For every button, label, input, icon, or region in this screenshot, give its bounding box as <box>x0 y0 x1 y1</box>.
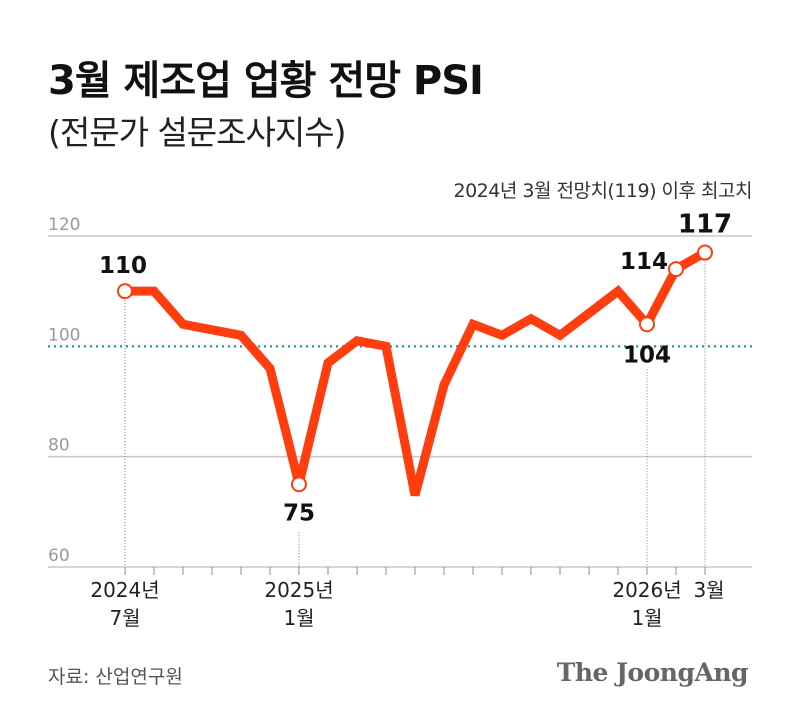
source-text: 자료: 산업연구원 <box>48 666 183 688</box>
data-point <box>697 244 713 261</box>
chart-title: 3월 제조업 업황 전망 PSI <box>48 58 484 104</box>
data-point <box>668 261 684 278</box>
chart-note: 2024년 3월 전망치(119) 이후 최고치 <box>453 180 753 202</box>
data-label: 75 <box>283 500 315 526</box>
y-tick-label: 100 <box>48 325 80 345</box>
y-tick-label: 80 <box>48 436 70 456</box>
data-point <box>639 316 655 333</box>
series-line <box>125 248 708 497</box>
data-point <box>291 476 307 493</box>
chart-subtitle: (전문가 설문조사지수) <box>48 113 346 152</box>
x-tick-label: 2024년 <box>90 578 159 602</box>
data-label: 104 <box>623 342 671 368</box>
data-point <box>117 283 133 300</box>
y-tick-label: 120 <box>48 215 80 235</box>
data-label: 114 <box>620 249 668 275</box>
y-tick-label: 60 <box>48 546 70 566</box>
x-tick-label: 2025년 <box>264 578 333 602</box>
x-tick-label: 1월 <box>283 606 314 630</box>
data-label: 110 <box>99 253 147 279</box>
logo: The JoongAng <box>556 658 749 687</box>
x-tick-label: 3월 <box>693 578 724 602</box>
data-label: 117 <box>678 210 732 240</box>
x-tick-label: 7월 <box>109 606 140 630</box>
x-tick-label: 2026년 <box>612 578 681 602</box>
x-tick-label: 1월 <box>631 606 662 630</box>
